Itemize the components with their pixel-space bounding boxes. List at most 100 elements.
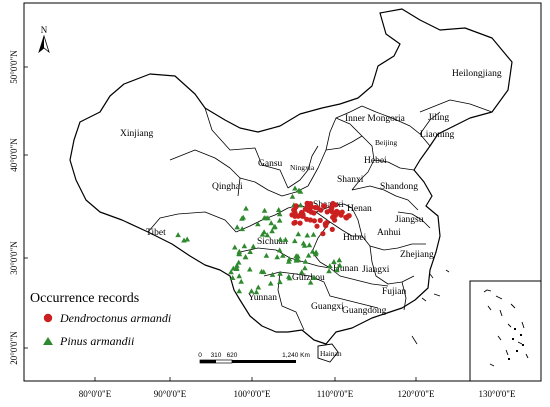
pinus-armandii-point [243,205,249,211]
pinus-armandii-point [305,252,312,258]
pinus-armandii-point [234,224,240,230]
lat-label-40: 40°0'0"N [9,138,19,172]
south-china-sea-inset [469,280,542,382]
pinus-armandii-point [236,288,242,294]
north-arrow-label: N [41,25,48,35]
pinus-armandii-point [295,257,301,263]
label-zhejiang: Zhejiang [400,250,434,260]
coastal-islands [411,269,450,345]
dendroctonus-armandi-point [339,209,345,215]
pinus-armandii-point [313,249,319,255]
pinus-armandii-point [276,247,283,253]
pinus-armandii-points [175,185,343,295]
pinus-armandii-point [240,214,246,220]
scale-tick-0: 0 [198,352,202,359]
label-beijing: Beijing [375,138,397,147]
pinus-armandii-point [234,262,240,268]
dendroctonus-armandi-point [314,223,320,229]
dendroctonus-armandi-point [299,213,305,219]
pinus-armandii-point [248,288,255,294]
dendroctonus-armandi-point [329,226,335,232]
lon-label-110: 110°0'0"E [317,389,354,399]
pinus-armandii-point [295,231,302,237]
pinus-armandii-point [269,228,275,234]
pinus-armandii-point [232,244,238,250]
lat-label-30: 30°0'0"N [9,241,19,275]
label-henan: Henan [347,204,372,214]
north-arrow: N [38,25,50,54]
dendroctonus-armandi-point [343,215,350,221]
pinus-armandii-point [268,220,274,226]
label-hunan: Hunan [333,264,359,274]
pinus-armandii-point [175,232,181,238]
lon-label-120: 120°0'0"E [398,389,435,399]
label-fujian: Fujian [382,287,407,297]
dendroctonus-armandi-point [330,214,336,220]
pinus-armandii-point [310,231,317,237]
pinus-armandii-point [282,236,289,242]
dendroctonus-armandi-point [323,223,329,229]
scale-tick-1240: 1,240 Km [282,352,310,359]
dendroctonus-armandi-point [334,208,340,214]
pinus-armandii-point [263,252,270,258]
label-shanxi: Shanxi [337,175,364,185]
label-yunnan: Yunnan [248,293,277,303]
lon-label-130: 130°0'0"E [479,389,516,399]
pinus-armandii-point [306,242,313,248]
pinus-armandii-point [277,279,283,285]
pinus-armandii-point [292,238,298,244]
dendroctonus-armandi-point [292,219,298,225]
pinus-armandii-point [228,269,234,275]
pinus-armandii-point [302,265,308,271]
lon-label-80: 80°0'0"E [79,389,112,399]
dendroctonus-armandi-point [329,205,335,211]
pinus-armandii-point [261,207,268,213]
pinus-armandii-point [229,275,236,280]
pinus-armandii-point [250,243,257,249]
dendroctonus-armandi-point [321,203,328,209]
pinus-armandii-point [276,217,283,223]
dendroctonus-armandi-point [293,204,299,210]
dendroctonus-armandi-point [317,217,323,223]
pinus-armandii-point [239,226,245,232]
label-guangxi: Guangxi [311,302,344,312]
dendroctonus-legend-symbol [43,313,53,323]
dendroctonus-armandi-point [320,231,326,237]
pinus-armandii-point [258,268,265,274]
pinus-armandii-point [277,236,284,242]
dendroctonus-armandi-point [304,203,310,209]
lon-label-90: 90°0'0"E [154,389,187,399]
label-guangdong: Guangdong [342,306,387,316]
lat-label-20: 20°0'0"N [9,331,19,365]
pinus-armandii-point [184,236,190,242]
pinus-armandii-point [280,252,286,258]
pinus-armandii-point [336,257,343,263]
longitude-labels: 80°0'0"E 90°0'0"E 100°0'0"E 110°0'0"E 12… [79,389,516,399]
pinus-armandii-point [275,207,282,212]
pinus-armandii-point [298,269,305,275]
dendroctonus-armandi-point [289,212,295,218]
pinus-armandii-point [269,271,276,277]
label-jiangsu: Jiangsu [395,215,424,225]
pinus-armandii-point [304,232,311,238]
pinus-armandii-point [307,279,314,285]
label-guizhou: Guizhou [292,273,325,283]
dendroctonus-armandi-point [307,217,313,223]
dendroctonus-armandi-point [311,210,317,216]
pinus-armandii-point [238,278,244,284]
pinus-armandii-point [326,268,332,274]
lat-label-50: 50°0'0"N [9,50,19,84]
pinus-armandii-point [297,188,304,194]
label-sichuan: Sichuan [257,237,288,247]
lon-label-100: 100°0'0"E [234,389,271,399]
pinus-armandii-point [292,185,298,191]
legend: Occurrence records Dendroctonus armandi … [30,291,171,348]
pinus-armandii-point [253,289,260,295]
pinus-armandii-point [272,223,278,229]
legend-dendroctonus-label: Dendroctonus armandi [59,311,171,325]
latitude-labels: 50°0'0"N 40°0'0"N 30°0'0"N 20°0'0"N [9,50,19,365]
pinus-armandii-point [274,254,280,260]
pinus-armandii-point [236,250,242,256]
pinus-armandii-point [302,258,309,264]
